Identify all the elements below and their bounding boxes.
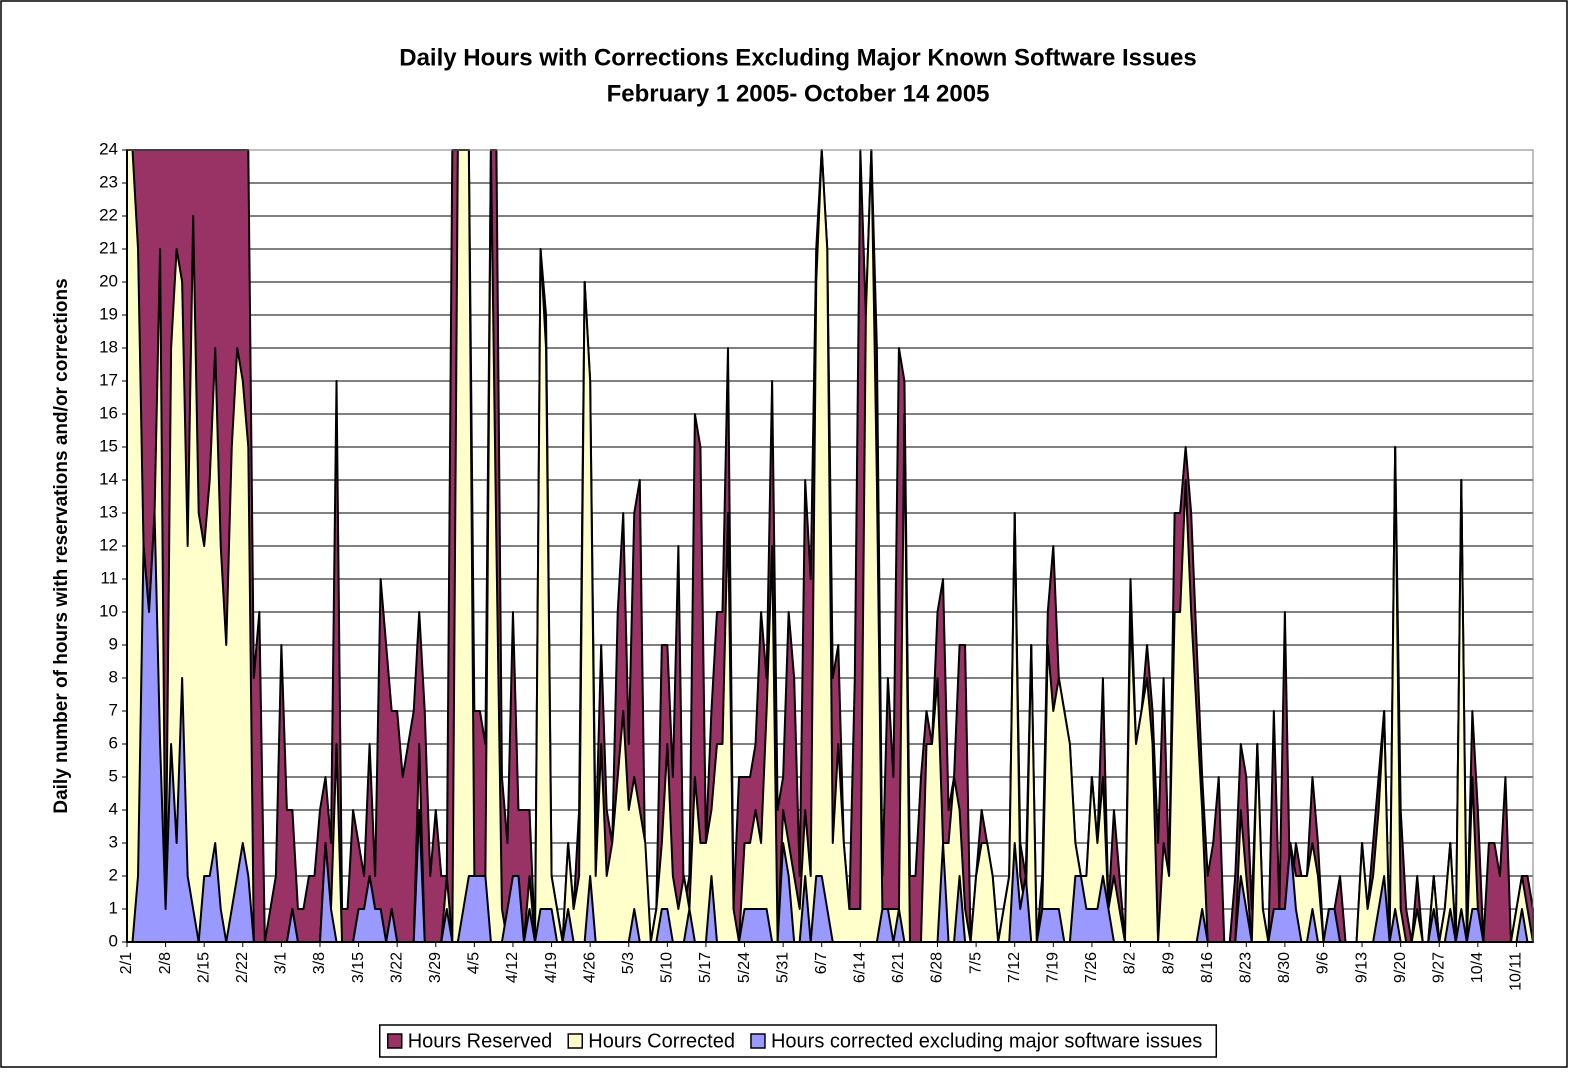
legend-box (378, 1024, 1218, 1058)
y-tick-label: 21 (99, 238, 118, 257)
y-tick-label: 6 (109, 733, 118, 752)
x-tick-label: 4/12 (504, 952, 521, 983)
y-tick-label: 13 (99, 502, 118, 521)
x-tick-label: 7/12 (1006, 952, 1023, 983)
legend-swatch (567, 1033, 583, 1049)
y-tick-label: 8 (109, 667, 118, 686)
x-tick-label: 3/29 (427, 952, 444, 983)
y-tick-label: 7 (109, 700, 118, 719)
y-tick-label: 17 (99, 370, 118, 389)
y-tick-label: 23 (99, 172, 118, 191)
x-tick-label: 10/11 (1508, 952, 1525, 991)
x-tick-label: 5/24 (736, 952, 753, 983)
x-tick-label: 8/16 (1199, 952, 1216, 983)
x-tick-label: 9/20 (1392, 952, 1409, 983)
legend-label: Hours Reserved (408, 1030, 553, 1052)
x-tick-label: 5/17 (697, 952, 714, 983)
y-tick-label: 22 (99, 205, 118, 224)
x-tick-label: 9/27 (1430, 952, 1447, 983)
x-tick-label: 5/31 (774, 952, 791, 983)
x-tick-label: 6/7 (813, 952, 830, 974)
legend-swatch (750, 1033, 766, 1049)
x-tick-label: 6/21 (890, 952, 907, 983)
x-tick-label: 8/9 (1160, 952, 1177, 974)
legend-swatch (386, 1033, 403, 1049)
legend-label: Hours Corrected (588, 1030, 735, 1052)
x-tick-label: 3/1 (273, 952, 290, 974)
y-tick-label: 5 (109, 766, 118, 785)
y-tick-label: 9 (109, 634, 118, 653)
y-axis-label: Daily number of hours with reservations … (51, 278, 72, 813)
y-tick-label: 11 (100, 568, 118, 587)
x-tick-label: 8/2 (1122, 952, 1139, 974)
x-tick-label: 9/6 (1315, 952, 1332, 974)
x-tick-label: 4/5 (466, 952, 483, 974)
x-tick-label: 2/1 (118, 952, 135, 974)
y-tick-label: 1 (109, 898, 118, 917)
y-tick-label: 14 (99, 469, 118, 488)
y-tick-label: 3 (109, 832, 118, 851)
y-tick-label: 12 (99, 535, 118, 554)
y-tick-label: 18 (99, 337, 118, 356)
x-tick-label: 7/26 (1083, 952, 1100, 983)
x-tick-label: 7/19 (1045, 952, 1062, 983)
y-tick-label: 2 (109, 865, 118, 884)
x-tick-label: 8/23 (1238, 952, 1255, 983)
x-tick-label: 2/8 (157, 952, 174, 974)
x-tick-label: 2/22 (234, 952, 251, 983)
legend: Hours Reserved Hours Corrected Hours corre… (378, 1024, 1218, 1058)
x-tick-label: 3/15 (350, 952, 367, 983)
y-tick-label: 19 (99, 304, 118, 323)
chart-title: Daily Hours with Corrections Excluding M… (399, 44, 1196, 71)
x-tick-label: 2/15 (195, 952, 212, 983)
chart-subtitle: February 1 2005- October 14 2005 (607, 80, 990, 107)
x-tick-label: 6/28 (929, 952, 946, 983)
x-tick-label: 7/5 (967, 952, 984, 974)
y-tick-label: 4 (109, 799, 118, 818)
legend-label: Hours corrected excluding major software… (771, 1030, 1202, 1052)
x-tick-label: 5/3 (620, 952, 637, 974)
y-tick-label: 16 (99, 403, 118, 422)
x-tick-label: 5/10 (659, 952, 676, 983)
x-tick-label: 10/4 (1469, 952, 1486, 983)
x-tick-label: 6/14 (852, 952, 869, 983)
x-tick-label: 4/19 (543, 952, 560, 983)
y-tick-label: 10 (99, 601, 118, 620)
y-tick-label: 20 (99, 271, 118, 290)
y-tick-label: 15 (99, 436, 118, 455)
y-tick-label: 0 (109, 931, 118, 950)
x-tick-label: 8/30 (1276, 952, 1293, 983)
x-tick-label: 3/22 (388, 952, 405, 983)
x-tick-label: 4/26 (581, 952, 598, 983)
x-tick-label: 3/8 (311, 952, 328, 974)
x-tick-label: 9/13 (1353, 952, 1370, 983)
y-tick-label: 24 (99, 139, 118, 158)
